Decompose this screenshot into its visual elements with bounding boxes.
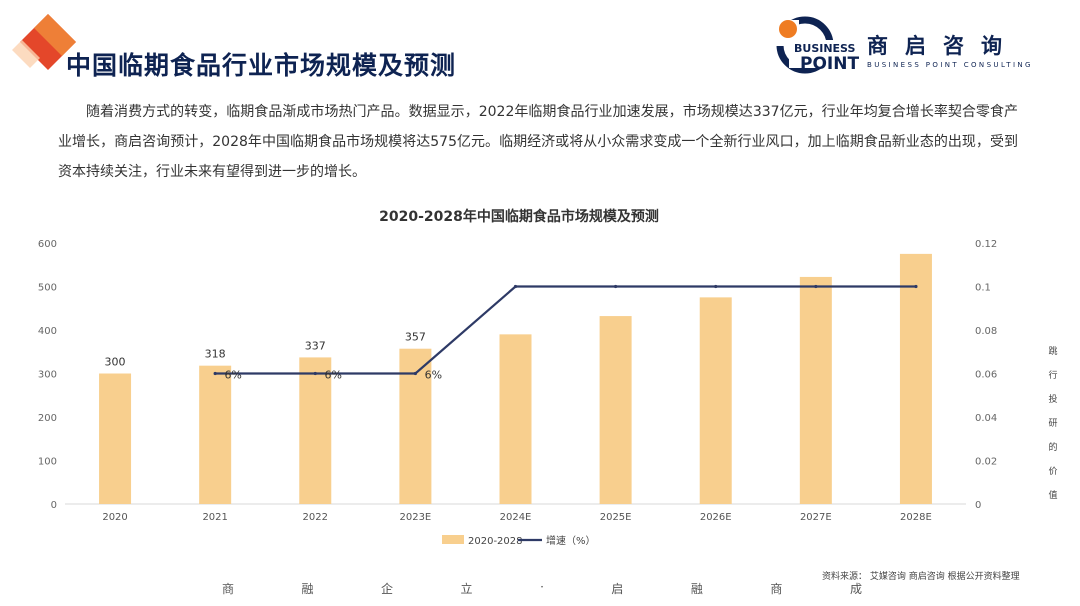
growth-rate-point	[714, 284, 718, 289]
logo-mark-bottom: POINT	[800, 54, 859, 74]
x-tick-label: 2028E	[900, 512, 932, 523]
y-left-tick-label: 300	[38, 370, 57, 381]
growth-rate-point	[313, 371, 317, 376]
company-logo-icon: BUSINESS POINT	[775, 16, 861, 74]
slogan-char: 融	[690, 582, 703, 596]
y-right-tick-label: 0.1	[975, 283, 991, 294]
y-right-tick-label: 0	[975, 500, 981, 511]
y-left-tick-label: 100	[38, 457, 57, 468]
bar-2022	[299, 357, 332, 504]
slogan-char: 企	[381, 582, 394, 596]
x-tick-label: 2026E	[700, 512, 732, 523]
growth-rate-label: 6%	[224, 369, 241, 382]
slogan-char: 启	[611, 582, 624, 596]
bar-value-label: 318	[205, 348, 226, 361]
legend-line-label: 增速（%）	[546, 534, 596, 547]
bar-2021	[199, 365, 232, 504]
growth-rate-point	[513, 284, 518, 289]
source-note: 资料来源： 艾媒咨询 商启咨询 根据公开资料整理	[822, 572, 1020, 582]
bar-value-label: 337	[305, 339, 326, 352]
growth-rate-label: 6%	[425, 369, 442, 382]
y-right-tick-label: 0.12	[975, 239, 997, 250]
logo-mark-top: BUSINESS	[794, 42, 855, 55]
bar-2027E	[799, 276, 832, 504]
y-right-tick-label: 0.06	[975, 370, 997, 381]
y-left-tick-label: 600	[38, 239, 57, 250]
bar-value-label: 300	[105, 356, 126, 369]
growth-rate-point	[914, 284, 918, 289]
bar-2028E	[899, 253, 932, 504]
corner-decoration	[12, 14, 76, 70]
page-title: 中国临期食品行业市场规模及预测	[66, 51, 457, 80]
y-left-tick-label: 400	[38, 326, 57, 337]
slogan-char: 商	[770, 582, 783, 596]
legend-bar-label: 2020-2028	[468, 536, 523, 547]
x-tick-label: 2021	[202, 512, 227, 523]
growth-rate-point	[614, 284, 618, 289]
logo-english-name: BUSINESS POINT CONSULTING	[867, 61, 1033, 69]
bar-value-label: 357	[405, 331, 426, 344]
growth-rate-point	[413, 371, 417, 376]
growth-rate-line	[215, 285, 916, 375]
legend-bar-swatch	[442, 535, 464, 544]
y-left-tick-label: 500	[38, 283, 57, 294]
chart-title: 2020-2028年中国临期食品市场规模及预测	[379, 208, 659, 225]
slogan-char: 商	[222, 582, 235, 596]
x-tick-label: 2024E	[500, 512, 532, 523]
growth-rate-label: 6%	[325, 369, 342, 382]
y-right-tick-label: 0.02	[975, 457, 997, 468]
growth-rate-point	[814, 284, 818, 289]
slogan-char: 融	[301, 582, 314, 596]
growth-rate-point	[213, 371, 217, 376]
market-size-chart: 2020-2028年中国临期食品市场规模及预测 0 100 200 300 400 500 6…	[38, 208, 997, 547]
x-tick-label: 2025E	[600, 512, 632, 523]
side-vertical-note: 跳行投研的价值	[1048, 347, 1058, 501]
intro-paragraph: 随着消费方式的转变，临期食品渐成市场热门产品。数据显示，2022年临期食品行业加…	[58, 104, 1018, 180]
footer-slogan: 商 融 企 立 · 启 融 商 成	[222, 580, 862, 597]
bar-2020	[99, 373, 132, 504]
y-right-tick-label: 0.08	[975, 326, 997, 337]
logo-chinese-name: 商启咨询	[867, 34, 1019, 58]
x-tick-label: 2020	[102, 512, 127, 523]
x-tick-label: 2022	[303, 512, 328, 523]
bar-2024E	[499, 334, 532, 504]
y-left-tick-label: 0	[51, 500, 57, 511]
slogan-char: 立	[460, 582, 473, 596]
y-right-tick-label: 0.04	[975, 413, 997, 424]
x-tick-label: 2023E	[399, 512, 431, 523]
bar-2026E	[699, 297, 732, 504]
x-tick-label: 2027E	[800, 512, 832, 523]
slogan-char: 成	[849, 582, 862, 596]
bar-2025E	[599, 316, 632, 504]
company-logo: BUSINESS POINT 商启咨询 BUSINESS POINT CONSU…	[775, 16, 1060, 74]
y-left-tick-label: 200	[38, 413, 57, 424]
slogan-char: ·	[540, 580, 544, 594]
